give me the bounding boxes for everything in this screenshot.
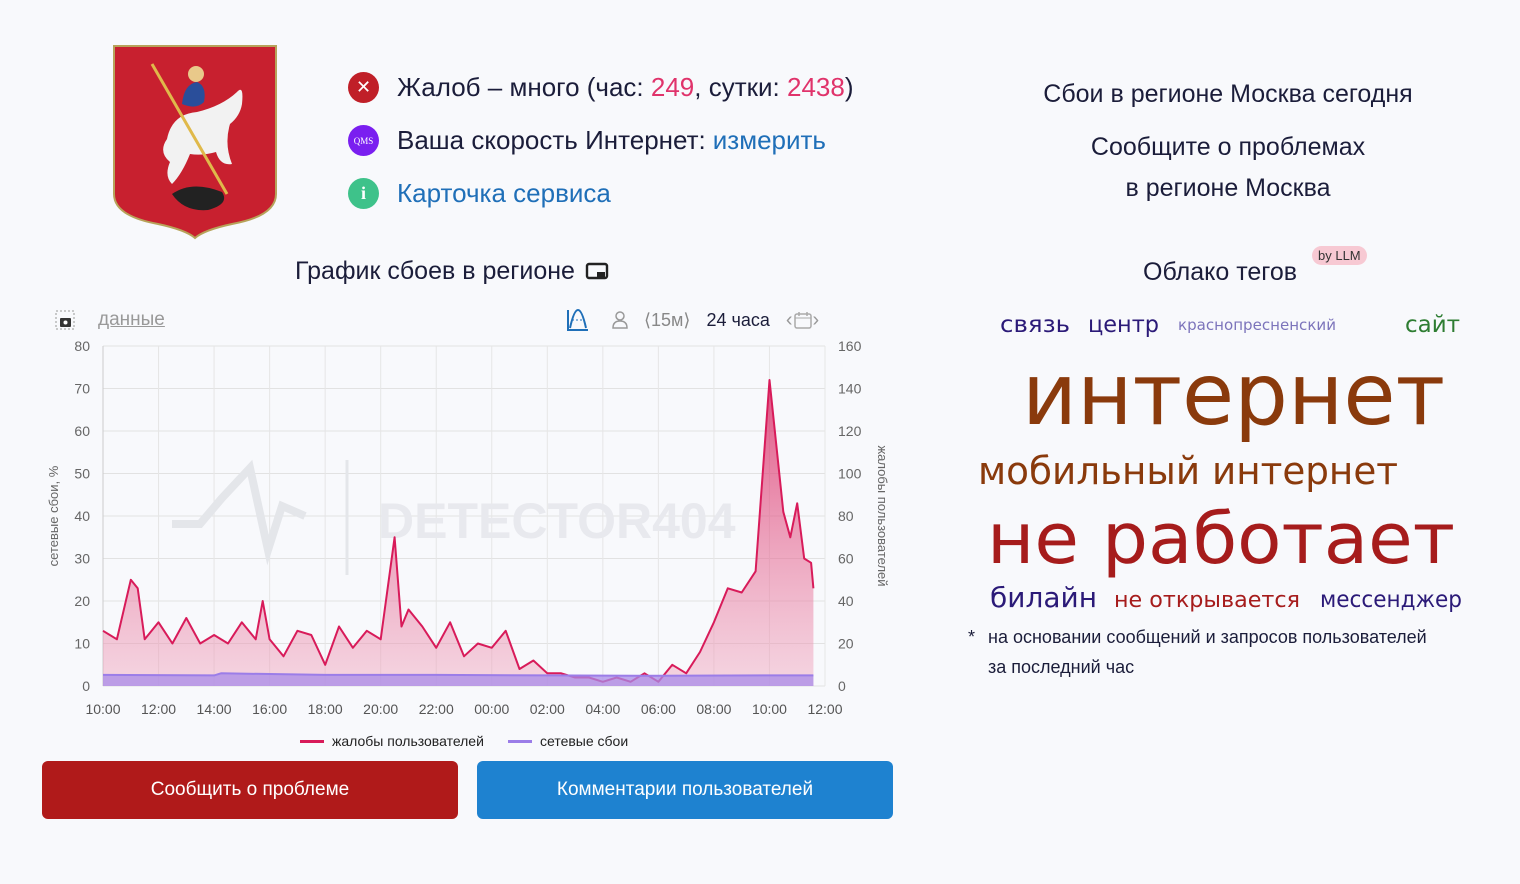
y-tick-left: 10 bbox=[74, 636, 90, 652]
report-prompt-line2[interactable]: в регионе Москва bbox=[1125, 174, 1331, 202]
complaints-status: ✕ Жалоб – много (час: 249, сутки: 2438) bbox=[348, 72, 854, 103]
y-tick-left: 60 bbox=[74, 423, 90, 439]
error-icon: ✕ bbox=[348, 72, 379, 103]
x-tick: 12:00 bbox=[141, 701, 176, 717]
legend-swatch-complaints bbox=[300, 739, 324, 743]
qms-icon: QMS bbox=[348, 125, 379, 156]
prev-period-icon[interactable]: ‹ bbox=[785, 308, 793, 331]
y-tick-left: 40 bbox=[74, 508, 90, 524]
range-selector[interactable]: 24 часа bbox=[706, 309, 770, 330]
y-tick-right: 20 bbox=[838, 636, 854, 652]
y-axis-label-right: жалобы пользователей bbox=[875, 445, 890, 586]
tag-word: интернет bbox=[1022, 345, 1445, 445]
y-tick-left: 80 bbox=[74, 338, 90, 354]
y-tick-right: 60 bbox=[838, 551, 854, 567]
series-area-complaints bbox=[103, 380, 814, 686]
interval-selector[interactable]: ⟨15м⟩ bbox=[644, 309, 691, 330]
screenshot-camera-icon[interactable] bbox=[54, 309, 76, 331]
calendar-icon[interactable] bbox=[793, 310, 813, 330]
legend-complaints[interactable]: жалобы пользователей bbox=[300, 733, 484, 749]
data-link[interactable]: данные bbox=[98, 309, 165, 330]
y-tick-right: 100 bbox=[838, 466, 862, 482]
x-tick: 22:00 bbox=[419, 701, 454, 717]
outages-chart: 0 0 10 20 20 40 30 60 40 80 50 100 60 120 70 140 80 160 10… bbox=[46, 338, 890, 717]
tag-word: связь bbox=[1000, 312, 1070, 338]
tag-word: мобильный интернет bbox=[978, 449, 1398, 493]
tag-cloud-note: * на основании сообщений и запросов поль… bbox=[968, 627, 1427, 677]
service-card-row: i Карточка сервиса bbox=[348, 178, 611, 209]
tag-word: сайт bbox=[1405, 312, 1460, 338]
legend-swatch-network bbox=[508, 739, 532, 743]
watermark-text: DETECTOR404 bbox=[378, 493, 736, 549]
y-axis-label-left: сетевые сбои, % bbox=[46, 465, 61, 566]
info-icon: i bbox=[348, 178, 379, 209]
x-tick: 04:00 bbox=[585, 701, 620, 717]
user-comments-button[interactable]: Комментарии пользователей bbox=[477, 761, 893, 819]
measure-speed-link[interactable]: измерить bbox=[712, 125, 826, 155]
watermark-pulse-icon bbox=[172, 459, 307, 566]
x-tick: 02:00 bbox=[530, 701, 565, 717]
tag-word: мессенджер bbox=[1320, 587, 1462, 613]
x-tick: 20:00 bbox=[363, 701, 398, 717]
chart-title: График сбоев в регионе bbox=[295, 257, 609, 286]
y-tick-right: 0 bbox=[838, 678, 846, 694]
y-tick-left: 0 bbox=[82, 678, 90, 694]
by-llm-badge: by LLM bbox=[1312, 246, 1367, 265]
next-period-icon[interactable]: › bbox=[812, 308, 820, 331]
tag-word: билайн bbox=[990, 581, 1097, 614]
y-tick-right: 80 bbox=[838, 508, 854, 524]
speed-status: QMS Ваша скорость Интернет: измерить bbox=[348, 125, 826, 156]
region-outages-title: Сбои в регионе Москва сегодня bbox=[1043, 80, 1413, 108]
tag-word: центр bbox=[1088, 312, 1159, 338]
chart-toolbar-left: данные bbox=[54, 306, 165, 334]
y-tick-right: 160 bbox=[838, 338, 862, 354]
complaints-hour: 249 bbox=[650, 72, 695, 102]
x-tick: 10:00 bbox=[85, 701, 120, 717]
tag-word: не открывается bbox=[1114, 588, 1300, 613]
x-tick: 16:00 bbox=[252, 701, 287, 717]
tag-cloud-title: Облако тегов bbox=[1143, 258, 1298, 286]
series-line-complaints bbox=[102, 379, 815, 683]
smooth-curve-icon[interactable] bbox=[566, 308, 590, 332]
monitor-icon[interactable] bbox=[585, 262, 609, 282]
y-tick-left: 70 bbox=[74, 381, 90, 397]
tag-word: не работает bbox=[987, 498, 1455, 580]
y-tick-right: 40 bbox=[838, 593, 854, 609]
x-tick: 18:00 bbox=[308, 701, 343, 717]
service-card-link[interactable]: Карточка сервиса bbox=[397, 178, 611, 208]
x-tick: 10:00 bbox=[752, 701, 787, 717]
y-tick-left: 50 bbox=[74, 466, 90, 482]
complaints-text: Жалоб – много (час: 249, сутки: 2438) bbox=[397, 72, 854, 102]
report-prompt-line1[interactable]: Сообщите о проблемах bbox=[1090, 133, 1366, 161]
complaints-day: 2438 bbox=[786, 72, 845, 102]
tag-word: краснопресненский bbox=[1178, 316, 1336, 334]
x-tick: 08:00 bbox=[696, 701, 731, 717]
y-tick-left: 20 bbox=[74, 593, 90, 609]
chart-toolbar-right: ⟨15м⟩ 24 часа ‹ › bbox=[566, 306, 819, 334]
moscow-coat-of-arms-logo bbox=[113, 45, 277, 240]
x-tick: 00:00 bbox=[474, 701, 509, 717]
legend-network[interactable]: сетевые сбои bbox=[508, 733, 628, 749]
x-tick: 06:00 bbox=[641, 701, 676, 717]
y-tick-left: 30 bbox=[74, 551, 90, 567]
y-tick-right: 140 bbox=[838, 381, 862, 397]
report-problem-button[interactable]: Сообщить о проблеме bbox=[42, 761, 458, 819]
speed-label: Ваша скорость Интернет: bbox=[397, 125, 706, 155]
user-icon[interactable] bbox=[612, 311, 628, 329]
x-tick: 12:00 bbox=[807, 701, 842, 717]
x-tick: 14:00 bbox=[197, 701, 232, 717]
y-tick-right: 120 bbox=[838, 423, 862, 439]
